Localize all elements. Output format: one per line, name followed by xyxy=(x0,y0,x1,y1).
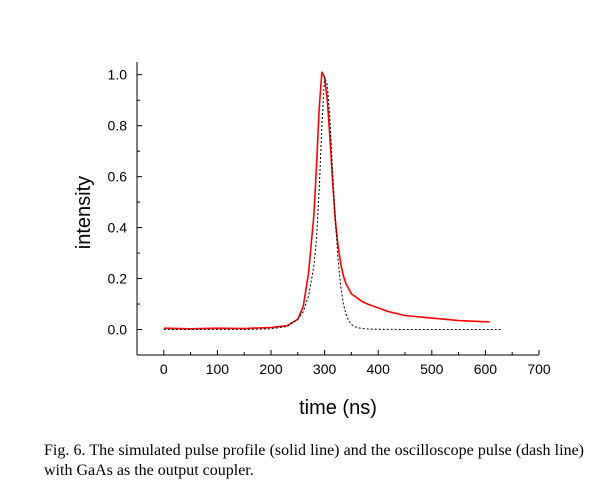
y-ticks: 0.0 0.2 0.4 0.6 0.8 1.0 xyxy=(108,67,142,338)
x-tick-label: 100 xyxy=(206,361,230,377)
oscilloscope-pulse-line xyxy=(163,76,502,330)
x-axis-title: time (ns) xyxy=(299,397,377,419)
x-tick-label: 200 xyxy=(259,361,283,377)
y-tick-label: 0.6 xyxy=(108,169,128,185)
y-tick-label: 1.0 xyxy=(108,67,128,83)
x-tick-label: 500 xyxy=(420,361,444,377)
x-tick-label: 0 xyxy=(160,361,168,377)
y-tick-label: 0.4 xyxy=(108,220,128,236)
y-tick-label: 0.2 xyxy=(108,271,128,287)
pulse-chart: 0 100 200 300 400 500 600 700 0.0 0.2 0.4 0.6 0.8 1.… xyxy=(73,62,551,419)
y-tick-label: 0.0 xyxy=(108,322,128,338)
simulated-pulse-line xyxy=(163,71,490,330)
figure-caption: Fig. 6. The simulated pulse profile (sol… xyxy=(44,442,584,479)
y-axis-title: intensity xyxy=(73,176,95,249)
x-ticks: 0 100 200 300 400 500 600 700 xyxy=(160,350,551,377)
axes xyxy=(136,62,539,356)
plot-area xyxy=(163,71,502,330)
x-tick-label: 300 xyxy=(313,361,337,377)
x-tick-label: 700 xyxy=(527,361,551,377)
x-tick-label: 600 xyxy=(474,361,498,377)
x-tick-label: 400 xyxy=(367,361,391,377)
y-tick-label: 0.8 xyxy=(108,118,128,134)
